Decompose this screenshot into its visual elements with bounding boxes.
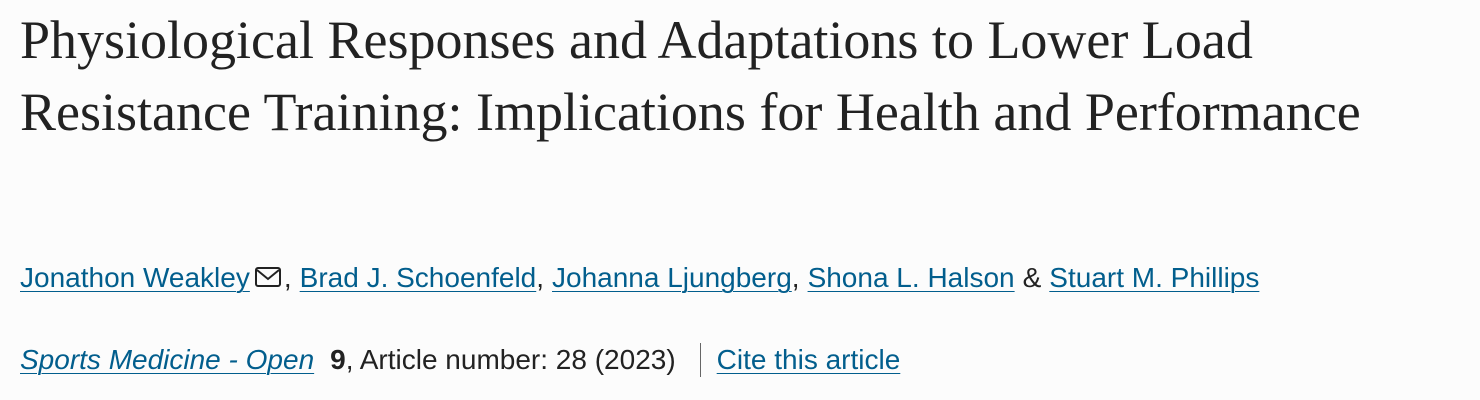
article-title: Physiological Responses and Adaptations … [20,10,1361,142]
email-icon[interactable] [254,264,282,296]
author-separator: , [536,262,545,293]
author-link[interactable]: Brad J. Schoenfeld [299,262,537,293]
author-separator: & [1022,262,1042,293]
journal-link[interactable]: Sports Medicine - Open [20,344,315,375]
mail-icon [254,267,281,287]
author-link[interactable]: Shona L. Halson [807,262,1015,293]
article-details: , Article number: 28 (2023) [345,344,676,375]
author-link[interactable]: Jonathon Weakley [20,262,250,293]
author-link[interactable]: Stuart M. Phillips [1049,262,1260,293]
author-separator: , [283,262,292,293]
cite-link[interactable]: Cite this article [716,344,901,375]
author-list: Jonathon Weakley, Brad J. Schoenfeld, Joha… [20,262,1259,296]
citation-line: Sports Medicine - Open 9 , Article numbe… [20,343,900,377]
author-link[interactable]: Johanna Ljungberg [552,262,792,293]
author-separator: , [791,262,800,293]
divider [699,343,701,377]
volume: 9 [330,344,346,375]
